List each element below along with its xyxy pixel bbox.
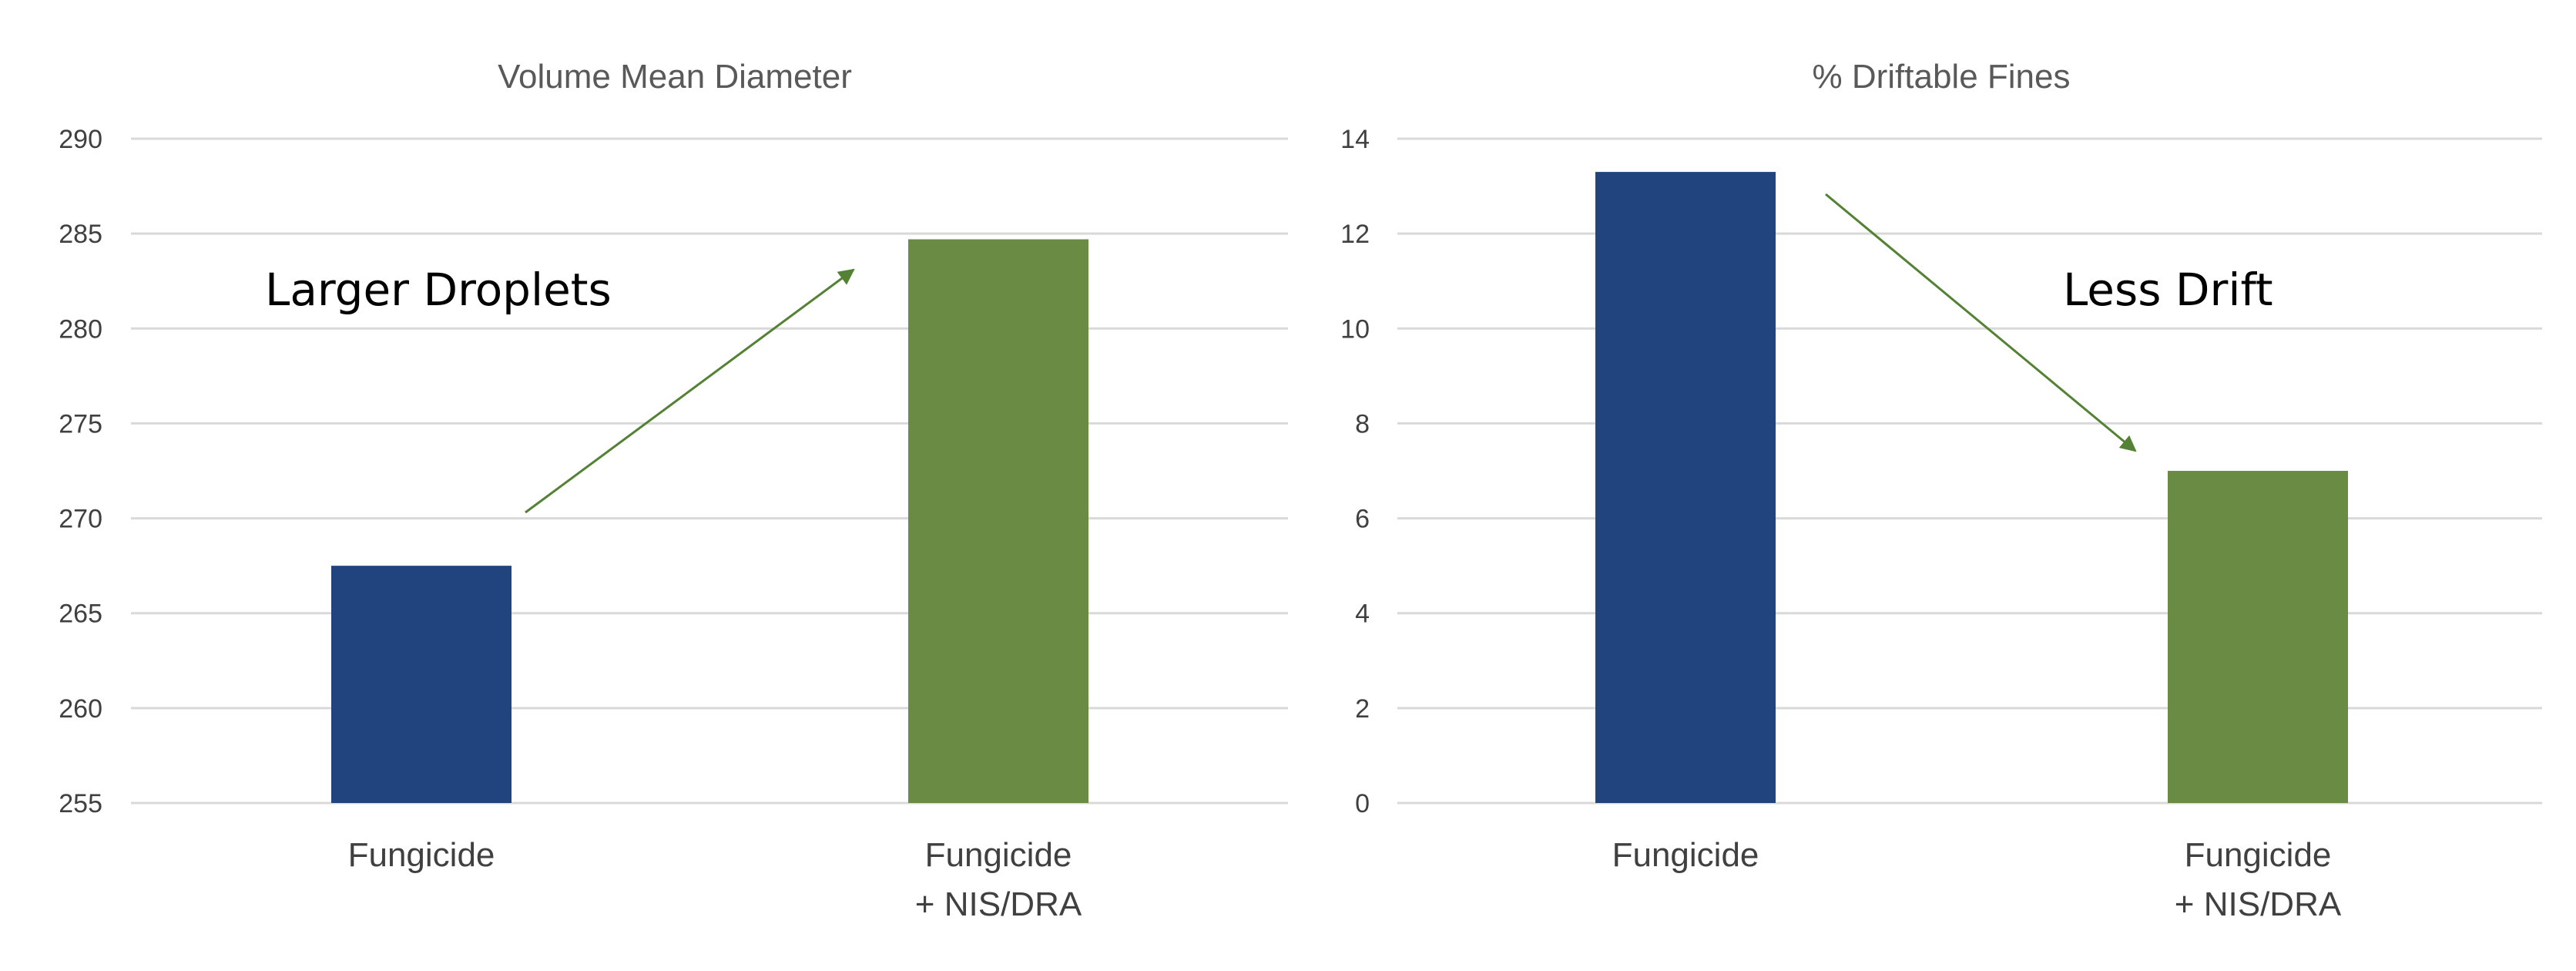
y-tick-label: 14 [1340, 125, 1370, 154]
y-tick-label: 6 [1355, 505, 1370, 534]
y-axis-ticks: 0 2 4 6 8 10 12 14 [1340, 125, 1370, 818]
y-tick-label: 265 [59, 600, 102, 629]
bars [331, 239, 1088, 803]
chart-title: Volume Mean Diameter [498, 58, 852, 96]
chart-title: % Driftable Fines [1812, 58, 2070, 96]
decrease-arrow [1825, 193, 2137, 452]
bar [908, 239, 1088, 803]
y-tick-label: 12 [1340, 220, 1370, 249]
y-gridlines [1397, 137, 2542, 805]
y-tick-label: 260 [59, 694, 102, 724]
y-tick-label: 290 [59, 125, 102, 154]
x-axis-categories: Fungicide Fungicide + NIS/DRA [1612, 836, 2342, 923]
y-tick-label: 0 [1355, 789, 1370, 818]
y-tick-label: 270 [59, 505, 102, 534]
x-category-label: Fungicide [2185, 836, 2332, 874]
y-tick-label: 10 [1340, 314, 1370, 344]
y-tick-label: 255 [59, 789, 102, 818]
x-category-label: + NIS/DRA [2175, 885, 2342, 923]
y-gridlines [131, 137, 1288, 805]
x-category-label: Fungicide [348, 836, 495, 874]
y-tick-label: 275 [59, 409, 102, 438]
x-category-label: Fungicide [1612, 836, 1759, 874]
y-tick-label: 2 [1355, 694, 1370, 724]
increase-arrow [525, 268, 855, 514]
x-category-label: Fungicide [925, 836, 1072, 874]
x-axis-categories: Fungicide Fungicide + NIS/DRA [348, 836, 1082, 923]
y-axis-ticks: 255 260 265 270 275 280 285 290 [59, 125, 102, 818]
x-category-label: + NIS/DRA [915, 885, 1082, 923]
y-tick-label: 285 [59, 220, 102, 249]
y-tick-label: 4 [1355, 600, 1370, 629]
bar [1595, 172, 1776, 804]
bar [331, 566, 512, 803]
bars [1595, 172, 2348, 804]
y-tick-label: 280 [59, 314, 102, 344]
callout-less-drift: Less Drift [2063, 264, 2273, 316]
chart-volume-mean-diameter: Volume Mean Diameter 2552602652702752802… [59, 58, 1288, 923]
bar [2168, 471, 2348, 803]
callout-larger-droplets: Larger Droplets [265, 264, 612, 316]
y-tick-label: 8 [1355, 409, 1370, 438]
